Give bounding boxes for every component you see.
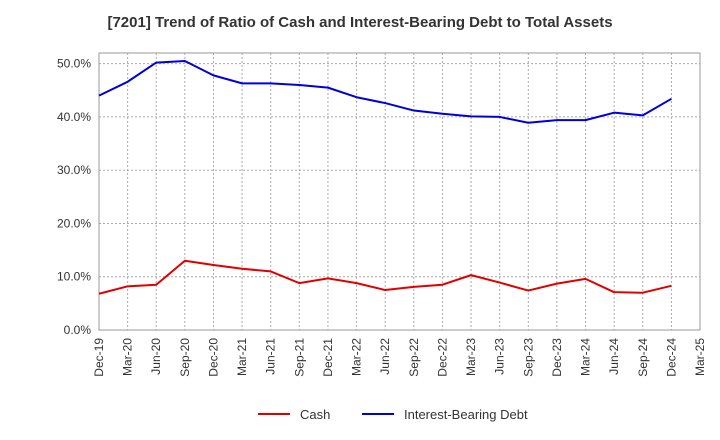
legend-label: Interest-Bearing Debt (404, 407, 528, 422)
x-axis-ticks: Dec-19 Mar-20 Jun-20 Sep-20 Dec-20 Mar-21 Jun-… (92, 338, 707, 377)
x-tick-label: Mar-25 (693, 338, 707, 376)
legend: Cash Interest-Bearing Debt (258, 407, 528, 422)
y-tick-label: 50.0% (57, 57, 91, 71)
x-tick-label: Sep-21 (292, 338, 306, 377)
x-tick-label: Jun-23 (493, 338, 507, 375)
y-tick-label: 40.0% (57, 110, 91, 124)
plot-frame (98, 52, 701, 331)
series-line-cash (98, 259, 672, 295)
y-tick-label: 10.0% (57, 270, 91, 284)
x-tick-label: Sep-24 (636, 338, 650, 377)
series-line-interest-bearing-debt (98, 59, 672, 124)
x-tick-label: Mar-23 (464, 338, 478, 376)
x-tick-label: Dec-21 (321, 338, 335, 377)
x-tick-label: Dec-22 (435, 338, 449, 377)
x-tick-label: Dec-24 (664, 338, 678, 377)
x-tick-label: Dec-19 (92, 338, 106, 377)
x-tick-label: Jun-22 (378, 338, 392, 375)
x-tick-label: Sep-20 (178, 338, 192, 377)
legend-label: Cash (300, 407, 330, 422)
x-tick-label: Mar-21 (235, 338, 249, 376)
x-tick-label: Mar-24 (579, 338, 593, 376)
x-tick-label: Sep-23 (521, 338, 535, 377)
x-tick-label: Jun-24 (607, 338, 621, 375)
x-tick-label: Jun-21 (264, 338, 278, 375)
x-tick-label: Jun-20 (149, 338, 163, 375)
x-tick-label: Mar-22 (350, 338, 364, 376)
chart-title: [7201] Trend of Ratio of Cash and Intere… (107, 14, 613, 31)
x-tick-label: Dec-20 (206, 338, 220, 377)
x-tick-label: Dec-23 (550, 338, 564, 377)
y-tick-label: 30.0% (57, 163, 91, 177)
series-layer (98, 59, 672, 295)
x-tick-label: Sep-22 (407, 338, 421, 377)
y-axis-ticks: 0.0% 10.0% 20.0% 30.0% 40.0% 50.0% (57, 57, 91, 337)
y-tick-label: 20.0% (57, 216, 91, 230)
x-tick-label: Mar-20 (121, 338, 135, 376)
y-tick-label: 0.0% (64, 323, 92, 337)
